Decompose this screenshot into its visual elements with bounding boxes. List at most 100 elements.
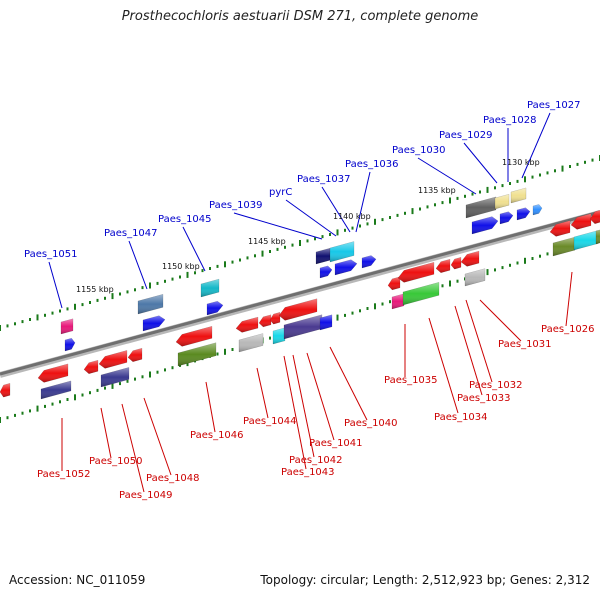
scale-tick (396, 213, 399, 217)
scale-tick (509, 263, 511, 267)
scale-tick (569, 165, 571, 168)
scale-tick (59, 309, 61, 313)
scale-tick (299, 240, 301, 246)
scale-tick (126, 379, 129, 383)
gene-feature-shading (178, 342, 216, 366)
gene-feature-shading (239, 333, 263, 352)
scale-tick (14, 322, 16, 326)
leader-line-paes-1044 (256, 367, 269, 419)
scale-tick (359, 309, 361, 313)
scale-tick (96, 298, 99, 302)
scale-tick (501, 184, 504, 188)
scale-tick (119, 382, 121, 386)
scale-tick (449, 280, 451, 287)
forward-gene-label-paes-1036: Paes_1036 (345, 159, 399, 170)
scale-tick (194, 271, 196, 275)
forward-gene-label-paes-1039: Paes_1039 (209, 200, 263, 211)
gene-feature-shading (451, 257, 461, 270)
scale-tick (554, 169, 556, 173)
scale-tick (276, 247, 279, 251)
gene-feature-shading (320, 265, 332, 278)
gene-feature-shading (403, 282, 439, 305)
scale-tick (576, 162, 579, 166)
scale-tick (494, 186, 496, 190)
scale-tick (36, 314, 39, 321)
scale-tick (111, 293, 114, 300)
leader-line-paes-1033 (454, 305, 483, 396)
leader-line-paes-1031 (479, 299, 522, 342)
scale-tick (539, 173, 541, 177)
leader-line-paes-1027 (521, 112, 551, 179)
scale-tick (486, 269, 489, 276)
scale-tick (51, 311, 54, 315)
leader-line-paes-1048 (143, 397, 172, 476)
kbp-tick-label: 1130 kbp (502, 158, 540, 167)
scale-tick (314, 237, 316, 241)
scale-tick (291, 243, 294, 247)
scale-tick (584, 160, 586, 164)
leader-line-paes-1050 (100, 407, 112, 459)
scale-tick (434, 203, 436, 207)
leader-line-paes-1037 (321, 186, 351, 233)
gene-feature-shading (61, 318, 73, 334)
accession-text: Accession: NC_011059 (9, 573, 146, 587)
scale-tick (149, 282, 151, 289)
scale-tick (231, 348, 234, 351)
gene-features (0, 187, 600, 400)
scale-tick (126, 290, 129, 294)
scale-tick (449, 197, 451, 204)
scale-tick (486, 186, 489, 193)
scale-tick (119, 292, 121, 296)
forward-gene-label-paes-1037: Paes_1037 (297, 174, 351, 185)
forward-gene-label-paes-1051: Paes_1051 (24, 249, 78, 260)
scale-tick (186, 271, 189, 278)
leader-line-paes-1034 (428, 317, 459, 414)
leader-line-paes-1029 (463, 142, 498, 184)
scale-tick (381, 218, 384, 222)
scale-tick (344, 228, 346, 232)
scale-tick (336, 229, 339, 236)
leader-line-paes-1036 (355, 171, 371, 233)
kbp-tick-label: 1145 kbp (248, 237, 286, 246)
scale-tick (164, 279, 166, 283)
forward-gene-label-paes-1030: Paes_1030 (392, 145, 446, 156)
scale-tick (209, 267, 211, 270)
scale-tick (21, 320, 24, 324)
gene-feature-shading (101, 367, 129, 387)
gene-feature-shading (279, 298, 317, 321)
gene-labels: 1130 kbp 1135 kbp 1140 kbp 1145 kbp 1150 kbp… (24, 100, 595, 501)
scale-tick (471, 192, 474, 196)
gene-feature-shading (259, 314, 271, 327)
scale-tick (419, 207, 421, 211)
scale-tick (524, 257, 526, 264)
scale-tick (351, 311, 354, 315)
scale-tick (389, 216, 391, 219)
gene-feature-shading (99, 350, 127, 369)
scale-tick (456, 279, 459, 283)
reverse-gene-label-paes-1048: Paes_1048 (146, 473, 200, 484)
scale-tick (216, 352, 219, 356)
gene-feature-shading (550, 220, 570, 237)
scale-tick (44, 313, 46, 317)
scale-tick (51, 402, 54, 406)
scale-tick (591, 158, 594, 162)
scale-tick (224, 348, 226, 355)
gene-feature-shading (466, 196, 496, 218)
forward-gene-label-paes-1027: Paes_1027 (527, 100, 581, 111)
scale-tick (66, 398, 69, 401)
scale-tick (509, 182, 511, 185)
scale-tick (359, 224, 361, 228)
scale-tick (516, 261, 519, 265)
kbp-tick-label: 1140 kbp (333, 212, 371, 221)
scale-tick (321, 235, 324, 239)
scale-tick (524, 176, 526, 183)
scale-tick (344, 313, 346, 317)
gene-feature-shading (84, 360, 98, 374)
kbp-tick-label: 1150 kbp (162, 262, 200, 271)
gene-feature-shading (273, 327, 285, 344)
scale-tick (44, 404, 46, 408)
scale-tick (81, 393, 84, 397)
gene-feature-shading (533, 204, 542, 215)
scale-tick (261, 250, 264, 257)
gene-feature-shading (143, 315, 165, 331)
